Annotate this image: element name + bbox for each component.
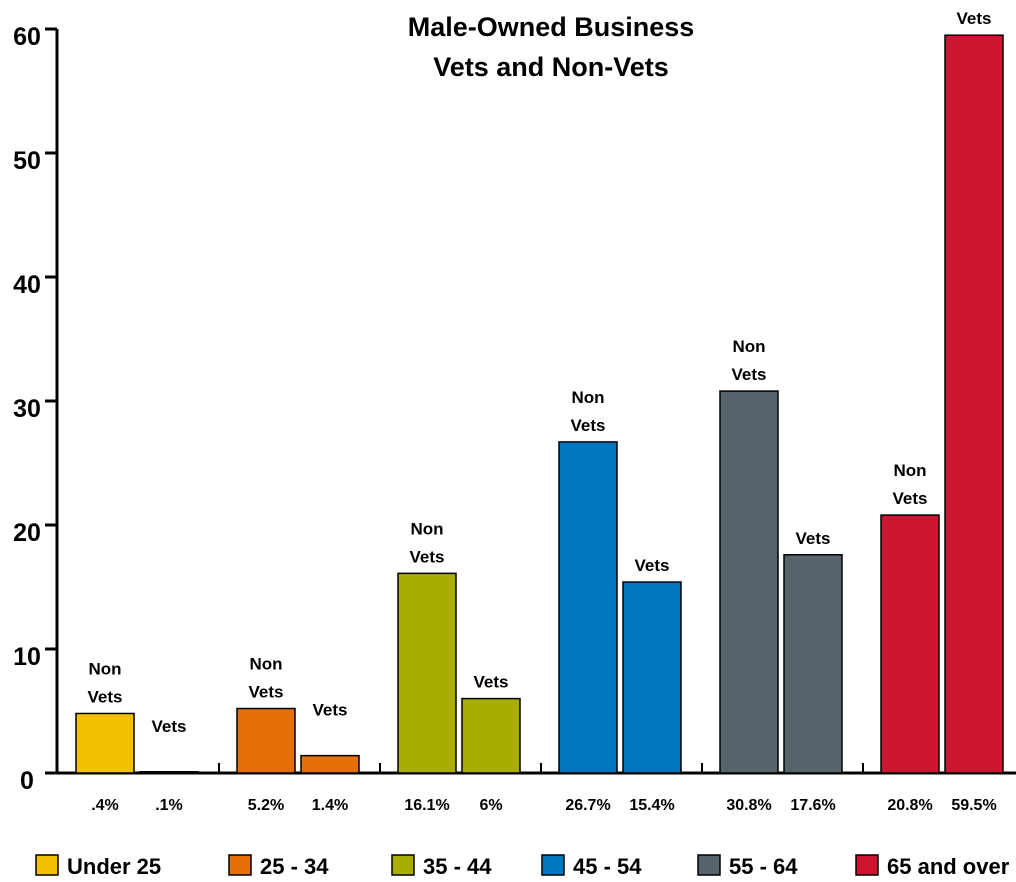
bar-label-line1: Non [410, 519, 443, 538]
bar-label-line2: Vets [474, 673, 509, 692]
y-tick-label: 50 [13, 147, 41, 175]
bar-percent-label: .4% [91, 797, 119, 814]
bar-label-line1: Non [88, 659, 121, 678]
bar-label-line1: Non [249, 655, 282, 674]
legend-label: 65 and over [887, 854, 1010, 879]
bar-percent-label: .1% [155, 797, 183, 814]
y-tick-label: 60 [13, 23, 41, 51]
bar-label-line1: Non [732, 337, 765, 356]
bar-label-line2: Vets [152, 717, 187, 736]
legend-label: Under 25 [67, 854, 161, 879]
legend-label: 25 - 34 [260, 854, 329, 879]
bar [461, 697, 521, 774]
bar [558, 441, 618, 774]
bar-percent-label: 20.8% [887, 797, 932, 814]
bar-label-line2: Vets [410, 547, 445, 566]
bar-percent-label: 26.7% [565, 797, 610, 814]
legend-label: 45 - 54 [573, 854, 642, 879]
y-tick-label: 20 [13, 519, 41, 547]
legend-swatch [855, 854, 879, 876]
y-tick-label: 30 [13, 395, 41, 423]
bar-percent-label: 6% [479, 797, 502, 814]
bar-label-line2: Vets [249, 683, 284, 702]
bar-percent-label: 16.1% [404, 797, 449, 814]
legend-swatch [697, 854, 721, 876]
chart-title: Male-Owned Business Vets and Non-Vets [408, 12, 695, 82]
legend-label: 35 - 44 [423, 854, 492, 879]
axes [55, 29, 1016, 775]
bar-label-line2: Vets [893, 489, 928, 508]
bar-percent-label: 59.5% [951, 797, 996, 814]
legend-swatch [391, 854, 415, 876]
bar-label-line2: Vets [88, 687, 123, 706]
bar-percent-label: 17.6% [790, 797, 835, 814]
bar-label-line2: Vets [732, 365, 767, 384]
bar-label-line2: Vets [796, 529, 831, 548]
bar [622, 581, 682, 774]
bar [397, 572, 457, 774]
bar-label-line2: Vets [635, 556, 670, 575]
y-tick-label: 0 [20, 767, 34, 795]
legend: Under 25 25 - 34 35 - 44 45 - 54 55 - 64 65 a… [35, 854, 1010, 879]
bar [880, 514, 940, 774]
y-axis-ticks: 0 10 20 30 40 50 60 [13, 23, 57, 795]
bar-label-line2: Vets [313, 701, 348, 720]
legend-swatch [35, 854, 59, 876]
bars [75, 34, 1004, 775]
bar [783, 554, 843, 774]
bar [719, 390, 779, 774]
bar-percent-label: 5.2% [248, 797, 284, 814]
chart-title-line2: Vets and Non-Vets [433, 52, 669, 82]
legend-swatch [228, 854, 252, 876]
bar-label-line1: Non [893, 461, 926, 480]
bar [139, 771, 199, 775]
bar-percent-label: 15.4% [629, 797, 674, 814]
y-tick-label: 40 [13, 271, 41, 299]
y-tick-label: 10 [13, 643, 41, 671]
bar-percent-label: 30.8% [726, 797, 771, 814]
bar [236, 707, 296, 774]
bar-label-line1: Non [571, 388, 604, 407]
bar [300, 754, 360, 774]
bar [75, 712, 135, 774]
bar-label-line2: Vets [571, 416, 606, 435]
bar-percent-label: 1.4% [312, 797, 348, 814]
bar-label-line2: Vets [957, 9, 992, 28]
legend-swatch [541, 854, 565, 876]
chart-title-line1: Male-Owned Business [408, 12, 695, 42]
bar [944, 34, 1004, 774]
bar-labels: Non Vets Vets Non Vets Vets Non Vets Vets Non Vets… [88, 9, 992, 736]
legend-label: 55 - 64 [729, 854, 798, 879]
percent-labels: .4% .1% 5.2% 1.4% 16.1% 6% 26.7% 15.4% 30.8% 17.6… [91, 797, 996, 814]
